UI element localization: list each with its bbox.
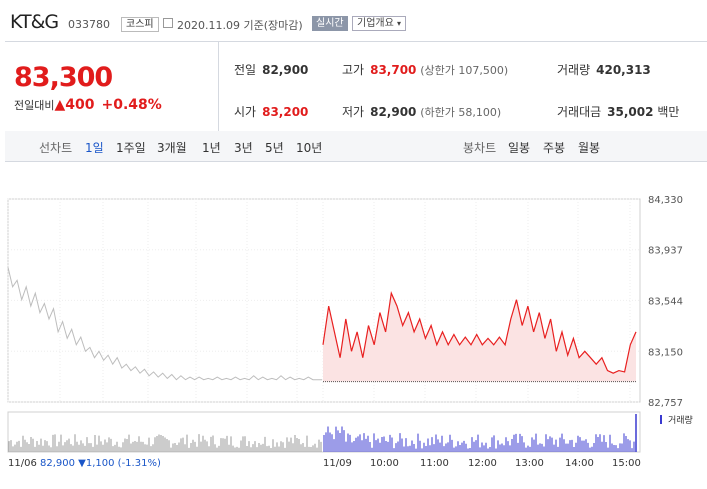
amount-label: 거래대금 (557, 105, 602, 119)
x-tick-label: 15:00 (612, 458, 641, 469)
company-overview-button[interactable]: 기업개요 ▾ (352, 16, 407, 31)
amount-value: 35,002 (607, 105, 654, 119)
base-date: 2020.11.09 기준(장마감) (177, 19, 303, 32)
realtime-button[interactable]: 실시간 (312, 16, 348, 31)
open-label: 시가 (234, 105, 257, 119)
volume-legend: 거래량 (668, 414, 693, 426)
change-summary: 전일대비▲400 +0.48% (14, 97, 162, 113)
x-tick-label: 14:00 (565, 458, 594, 469)
prev-close: 전일 82,900 (234, 61, 308, 78)
stock-code: 033780 (68, 18, 110, 31)
y-tick-label: 82,757 (648, 398, 683, 409)
tab-1day[interactable]: 1일 (85, 141, 104, 155)
open-price: 시가 83,200 (234, 103, 308, 120)
upper-limit: (상한가 107,500) (420, 64, 509, 77)
trade-amount: 거래대금 35,002 백만 (557, 103, 679, 120)
change-percent: +0.48% (101, 97, 162, 113)
quote-grid: 전일 82,900 고가 83,700 (상한가 107,500) 거래량 420,3… (219, 42, 707, 131)
y-tick-label: 84,330 (648, 195, 683, 206)
tab-3year[interactable]: 3년 (234, 141, 253, 155)
tab-1year[interactable]: 1년 (202, 141, 221, 155)
amount-unit: 백만 (657, 105, 680, 119)
stock-name: KT&G (10, 11, 59, 33)
tab-weekly[interactable]: 주봉 (543, 141, 566, 155)
company-overview-label: 기업개요 (357, 18, 394, 29)
high-price: 고가 83,700 (상한가 107,500) (342, 61, 508, 78)
lower-limit: (하한가 58,100) (420, 106, 502, 119)
prev-close-value: 82,900 (262, 63, 309, 77)
stock-header: KT&G 033780 코스피 2020.11.09 기준(장마감) 실시간 기… (0, 0, 707, 40)
tab-daily[interactable]: 일봉 (508, 141, 531, 155)
low-label: 저가 (342, 105, 365, 119)
low-value: 82,900 (370, 105, 417, 119)
candle-chart-label: 봉차트 (463, 141, 497, 155)
x-tick-label: 10:00 (370, 458, 399, 469)
divider (218, 42, 219, 131)
quote-panel: 83,300 전일대비▲400 +0.48% 전일 82,900 고가 83,700… (5, 41, 707, 132)
price-chart-svg: 84,330 83,937 83,544 83,150 82,757 거래량 11/06 11… (7, 195, 693, 469)
volume-label: 거래량 (557, 63, 591, 77)
calendar-icon (163, 18, 173, 28)
tab-1week[interactable]: 1주일 (116, 141, 146, 155)
current-price: 83,300 (14, 62, 113, 93)
high-label: 고가 (342, 63, 365, 77)
today-area (323, 293, 636, 382)
price-chart[interactable]: 84,330 83,937 83,544 83,150 82,757 거래량 11/06 11… (0, 162, 707, 485)
x-tick-label: 11/06 (8, 458, 37, 469)
x-tick-label: 12:00 (468, 458, 497, 469)
x-tick-label: 11/09 (323, 458, 352, 469)
change-label: 전일대비 (14, 99, 55, 112)
change-value: ▲400 (54, 97, 95, 113)
y-tick-label: 83,150 (648, 347, 683, 358)
open-value: 83,200 (262, 105, 309, 119)
low-price: 저가 82,900 (하한가 58,100) (342, 103, 501, 120)
today-line (322, 291, 637, 374)
prev-day-summary: 82,900 ▼1,100 (-1.31%) (40, 458, 161, 469)
tab-10year[interactable]: 10년 (296, 141, 323, 155)
volume: 거래량 420,313 (557, 61, 651, 78)
high-value: 83,700 (370, 63, 417, 77)
line-chart-label: 선차트 (39, 141, 73, 155)
y-tick-label: 83,937 (648, 246, 683, 257)
tab-5year[interactable]: 5년 (265, 141, 284, 155)
tab-monthly[interactable]: 월봉 (578, 141, 601, 155)
chevron-down-icon: ▾ (397, 19, 402, 28)
prev-close-label: 전일 (234, 63, 257, 77)
volume-value: 420,313 (596, 63, 651, 77)
x-tick-label: 11:00 (420, 458, 449, 469)
market-badge: 코스피 (121, 17, 159, 32)
x-tick-label: 13:00 (515, 458, 544, 469)
chart-tabs: 선차트 1일 1주일 3개월 1년 3년 5년 10년 봉차트 일봉 주봉 월봉 (5, 131, 707, 162)
y-tick-label: 83,544 (648, 296, 683, 307)
tab-3month[interactable]: 3개월 (157, 141, 187, 155)
prev-day-line (7, 267, 322, 381)
